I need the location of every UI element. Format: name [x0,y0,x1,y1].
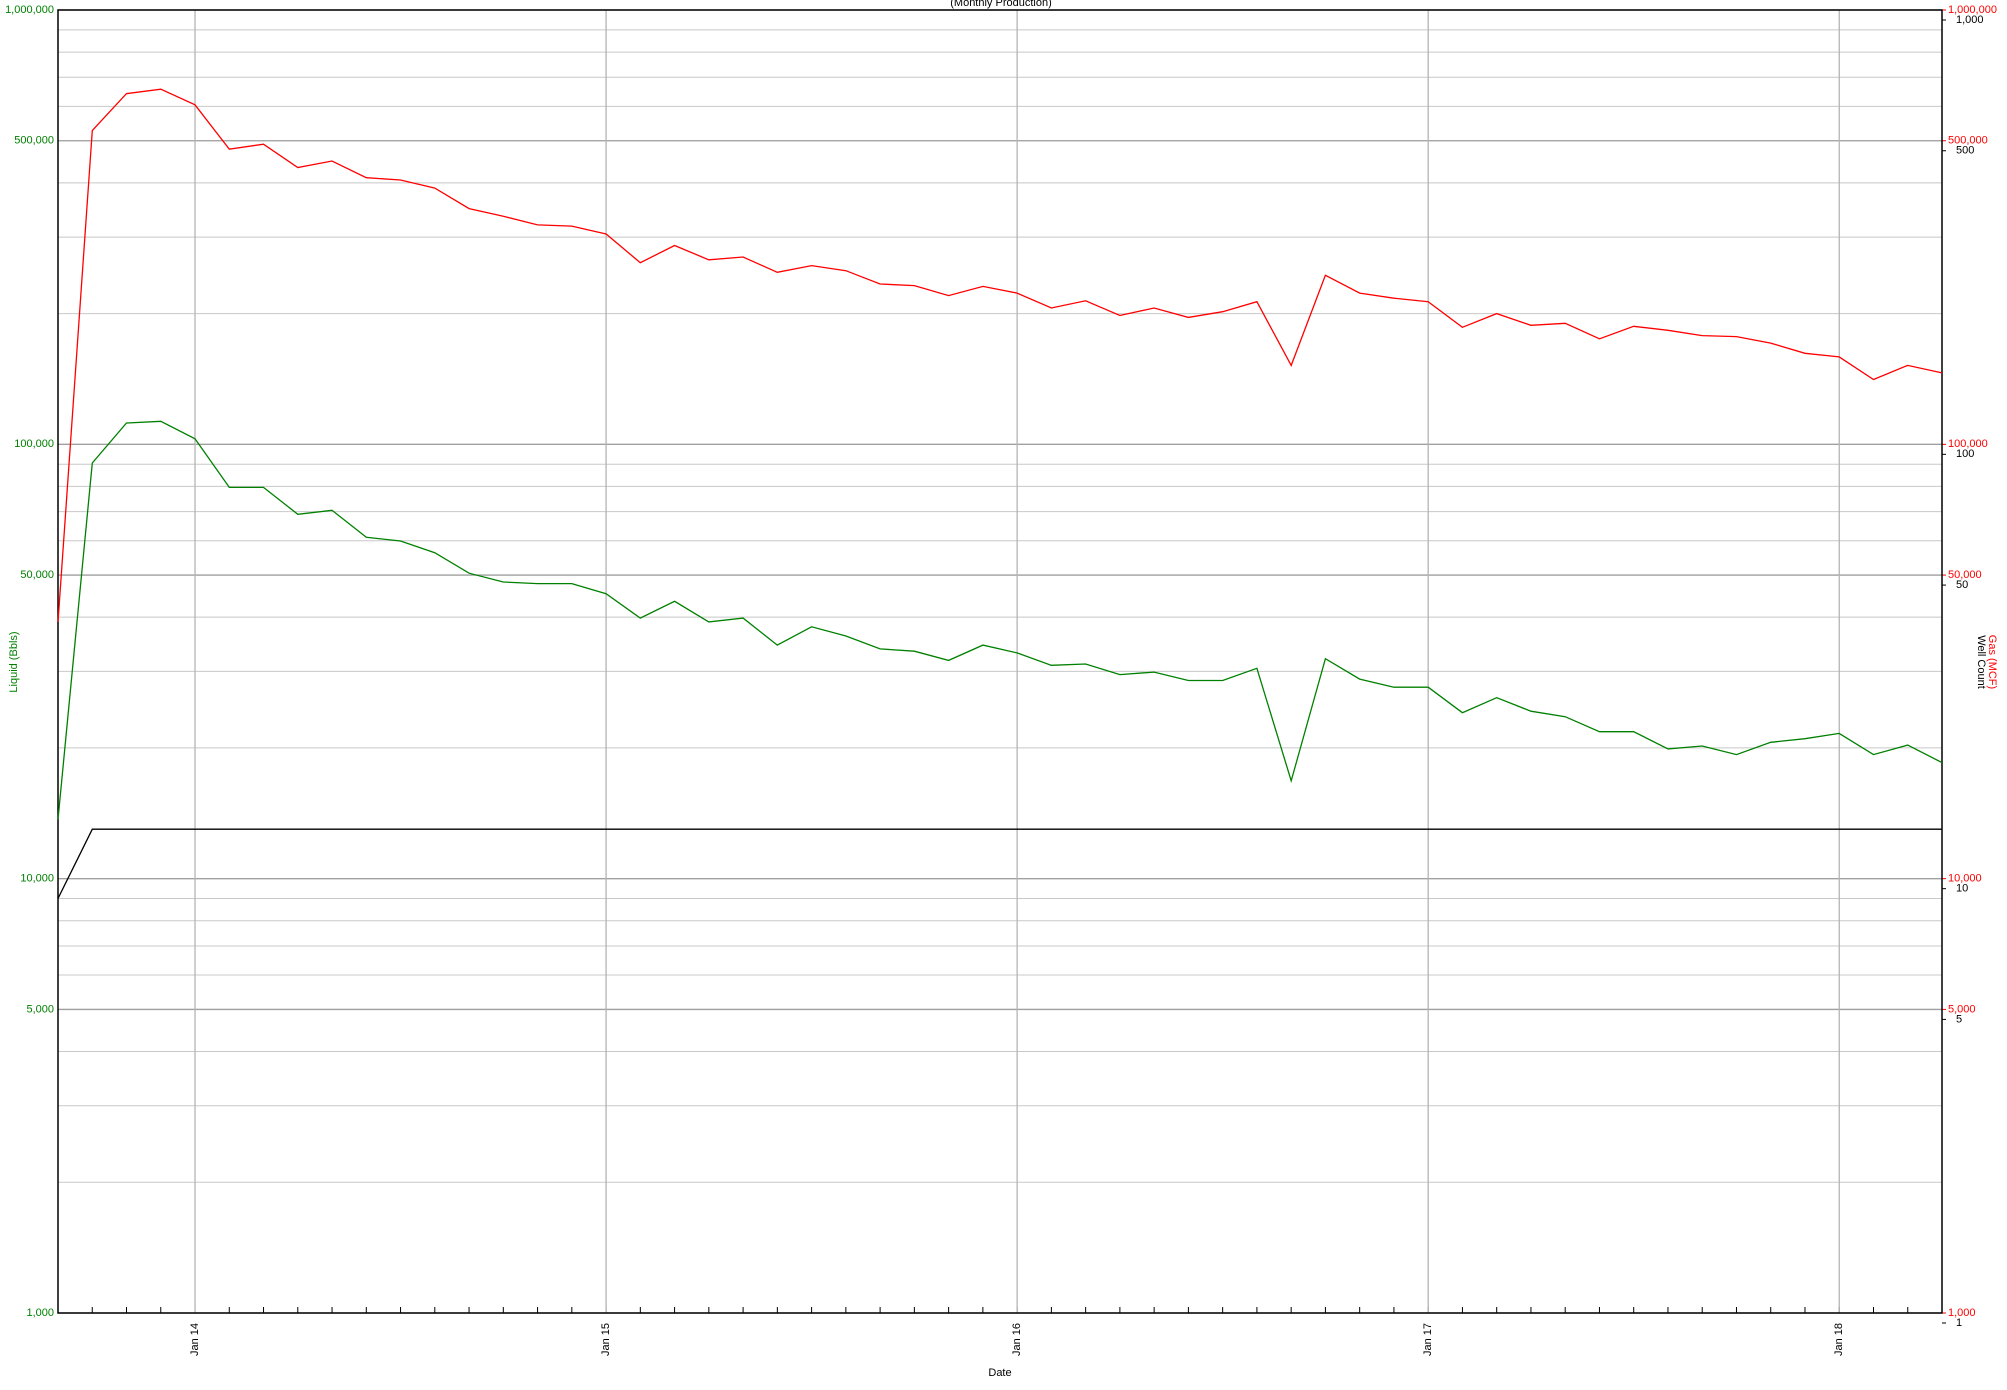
x-tick-label: Jan 16 [1011,1323,1023,1356]
y3-tick-label: 100 [1956,448,1974,460]
y-tick-label: 50,000 [20,569,54,581]
x-tick-label: Jan 18 [1833,1323,1845,1356]
y3-tick-label: 1,000 [1956,14,1984,26]
y3-tick-label: 10 [1956,883,1968,895]
x-tick-label: Jan 15 [600,1323,612,1356]
series-line [57,828,1942,899]
y2-tick-label: 50,000 [1948,569,1982,581]
y3-tick-label: 5 [1956,1013,1962,1025]
y-axis-label: Liquid (Bbls) [8,631,20,692]
y2-tick-label: 100,000 [1948,438,1988,450]
x-tick-label: Jan 14 [189,1323,201,1356]
x-axis-label: Date [988,1367,1011,1379]
chart-title: (Monthly Production) [950,0,1052,9]
series-line [57,88,1943,622]
y3-tick-label: 1 [1956,1317,1962,1329]
y-tick-label: 500,000 [14,135,54,147]
y2-axis-label: Gas (MCF) [1986,635,1998,689]
y-tick-label: 1,000 [26,1307,54,1319]
x-tick-label: Jan 17 [1422,1323,1434,1356]
series-line [57,420,1943,820]
y3-tick-label: 50 [1956,579,1968,591]
plot-frame [57,9,1943,1314]
y-tick-label: 10,000 [20,873,54,885]
y2-tick-label: 1,000 [1948,1307,1976,1319]
y-tick-label: 5,000 [26,1003,54,1015]
y3-tick-label: 500 [1956,145,1974,157]
y-tick-label: 100,000 [14,438,54,450]
y-tick-label: 1,000,000 [5,4,54,16]
y2-tick-label: 1,000,000 [1948,4,1997,16]
y2-tick-label: 10,000 [1948,873,1982,885]
y2-tick-label: 5,000 [1948,1003,1976,1015]
y3-axis-label: Well Count [1975,635,1987,689]
y2-tick-label: 500,000 [1948,135,1988,147]
